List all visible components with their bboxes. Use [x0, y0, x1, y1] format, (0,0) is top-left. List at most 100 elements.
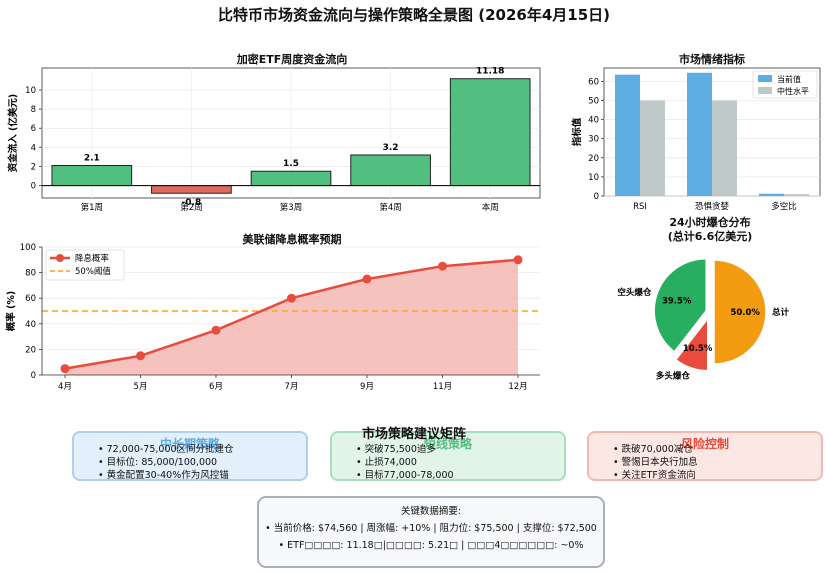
x-tick-label: 第3周 [280, 202, 302, 213]
key-data-box: 关键数据摘要: • 当前价格: $74,560 | 周涨幅: +10% | 阻力… [257, 496, 605, 568]
x-tick-label: 第2周 [180, 202, 202, 213]
y-tick-label: 60 [25, 294, 36, 304]
x-tick-label: 5月 [134, 382, 148, 392]
pie-slice-label: 多头爆仓 [656, 371, 691, 382]
list-item: 72,000-75,000区间分批建仓 [98, 443, 234, 456]
bar [640, 100, 665, 196]
y-tick-label: 100 [20, 243, 36, 253]
bar-value-label: 2.1 [84, 154, 100, 164]
risk-control-card: 风险控制 跌破70,000减仓 警惕日本央行加息 关注ETF资金流向 [587, 431, 823, 481]
data-point [438, 261, 447, 271]
legend-label: 中性水平 [777, 86, 809, 96]
bar-value-label: 11.18 [476, 67, 504, 77]
pie-slice-label: 空头爆仓 [617, 287, 652, 298]
y-tick-label: 20 [588, 154, 599, 164]
liquidation-pie-chart: 50.0% 总计 10.5% 多头爆仓 39.5% 空头爆仓 [617, 257, 790, 382]
y-axis-label: 指标值 [571, 117, 583, 146]
key-data-line-1: • 当前价格: $74,560 | 周涨幅: +10% | 阻力位: $75,5… [265, 523, 597, 534]
fed-chart-title: 美联储降息概率预期 [242, 233, 342, 246]
list-item: 跌破70,000减仓 [613, 443, 698, 456]
pie-slice [653, 257, 707, 353]
x-tick-label: 11月 [433, 382, 452, 392]
bar [759, 193, 784, 196]
y-tick-label: 8 [31, 105, 36, 115]
x-tick-label: 9月 [360, 382, 374, 392]
y-axis-label: 概率 (%) [5, 291, 17, 332]
pie-slice [713, 259, 767, 365]
y-tick-label: 20 [25, 345, 36, 355]
bar-value-label: 3.2 [383, 143, 399, 153]
bar [449, 78, 531, 187]
data-point [287, 293, 296, 303]
list-item: 目标77,000-78,000 [356, 469, 454, 482]
y-tick-label: 40 [588, 116, 599, 126]
x-tick-label: 4月 [58, 382, 72, 392]
bar [350, 154, 431, 187]
x-tick-label: RSI [633, 202, 647, 212]
pie-chart-title: 24小时爆仓分布 [669, 216, 751, 229]
bar [151, 185, 232, 194]
y-tick-label: 10 [25, 86, 36, 96]
list-item: 警惕日本央行加息 [613, 456, 698, 469]
pie-percent-label: 39.5% [662, 297, 692, 307]
list-item: 突破75,500追多 [356, 443, 454, 456]
list-item: 目标位: 85,000/100,000 [98, 456, 234, 469]
bar [51, 165, 133, 187]
list-item: 关注ETF资金流向 [613, 469, 698, 482]
pie-percent-label: 10.5% [683, 344, 713, 354]
x-tick-label: 6月 [209, 382, 223, 392]
data-point [362, 274, 372, 284]
x-tick-label: 7月 [285, 382, 299, 392]
data-point [513, 255, 523, 265]
short-term-strategy-card: 短线策略 突破75,500追多 止损74,000 目标77,000-78,000 [330, 431, 566, 481]
etf-chart-title: 加密ETF周度资金流向 [236, 53, 348, 66]
bar-value-label: 1.5 [283, 159, 299, 169]
y-tick-label: 6 [31, 124, 36, 134]
fed-cut-probability-chart: 0 20 40 60 80 100 4月 5月 6月 7月 9月 11月 12月 概率 (%) 降息概率 50… [5, 243, 540, 392]
y-tick-label: 40 [25, 320, 36, 330]
y-tick-label: 30 [588, 135, 599, 145]
y-tick-label: 10 [588, 173, 599, 183]
x-tick-label: 12月 [508, 382, 527, 392]
y-tick-label: 4 [31, 143, 36, 153]
bar [250, 170, 332, 187]
legend-label: 降息概率 [75, 253, 110, 264]
legend-marker [56, 254, 64, 262]
pie-slice-label: 总计 [772, 307, 790, 318]
legend-swatch [758, 87, 772, 94]
pie-slice [674, 316, 709, 372]
data-point [60, 364, 70, 374]
y-axis-label: 资金流入 (亿美元) [7, 94, 19, 173]
x-tick-label: 本周 [482, 202, 499, 213]
bar-value-label: -0.8 [182, 198, 202, 208]
page-title: 比特币市场资金流向与操作策略全景图 (2026年4月15日) [218, 6, 610, 24]
list-item: 黄金配置30-40%作为风控锚 [98, 469, 234, 482]
y-tick-label: 80 [25, 269, 36, 279]
bar [784, 194, 809, 196]
data-point [211, 325, 221, 335]
pie-chart-subtitle: (总计6.6亿美元) [667, 230, 753, 243]
key-data-title: 关键数据摘要: [400, 506, 462, 517]
y-tick-label: 0 [31, 182, 36, 192]
y-tick-label: 50 [588, 96, 599, 106]
pie-percent-label: 50.0% [730, 308, 760, 318]
y-tick-label: 0 [594, 192, 599, 202]
legend-label: 当前值 [777, 74, 801, 84]
x-tick-label: 恐惧贪婪 [695, 201, 730, 212]
data-point [136, 351, 145, 361]
probability-area [65, 259, 518, 375]
legend-label: 50%阈值 [75, 266, 111, 277]
sentiment-chart-title: 市场情绪指标 [679, 53, 745, 66]
list-item: 止损74,000 [356, 456, 454, 469]
bar [687, 72, 712, 196]
y-tick-label: 0 [31, 371, 36, 381]
key-data-line-2: • ETF□□□□: 11.18□|□□□□: 5.21□ | □□□4□□□□… [278, 540, 584, 551]
legend-swatch [758, 75, 772, 82]
x-tick-label: 第1周 [81, 202, 103, 213]
mid-long-strategy-card: 中长期策略 72,000-75,000区间分批建仓 目标位: 85,000/10… [72, 431, 308, 481]
y-tick-label: 60 [588, 77, 599, 87]
bar [712, 100, 737, 196]
x-tick-label: 第4周 [379, 202, 401, 213]
